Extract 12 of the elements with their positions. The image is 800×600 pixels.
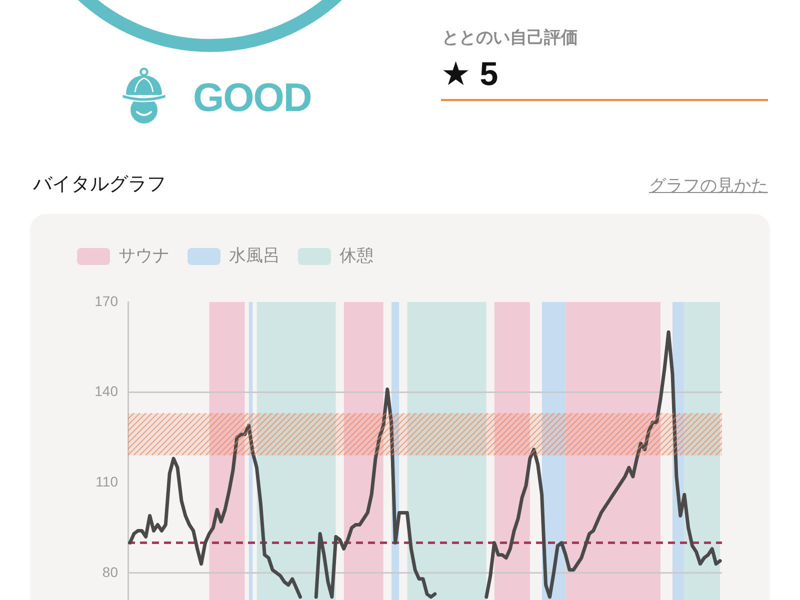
y-tick-label: 140: [94, 383, 118, 400]
text: ととのい自己評価: [442, 28, 578, 47]
text: GOOD: [193, 76, 312, 120]
y-tick-label: 80: [102, 564, 118, 580]
y-tick-label: 110: [96, 473, 118, 490]
chart-title: バイタルグラフ: [33, 174, 166, 195]
legend-label: 休憩: [340, 246, 374, 266]
legend-label: 水風呂: [229, 246, 280, 266]
y-tick-label: 170: [94, 292, 118, 309]
legend-label: サウナ: [118, 246, 170, 266]
text: グラフの見かた: [649, 176, 768, 195]
text: ★ 5: [441, 55, 498, 92]
